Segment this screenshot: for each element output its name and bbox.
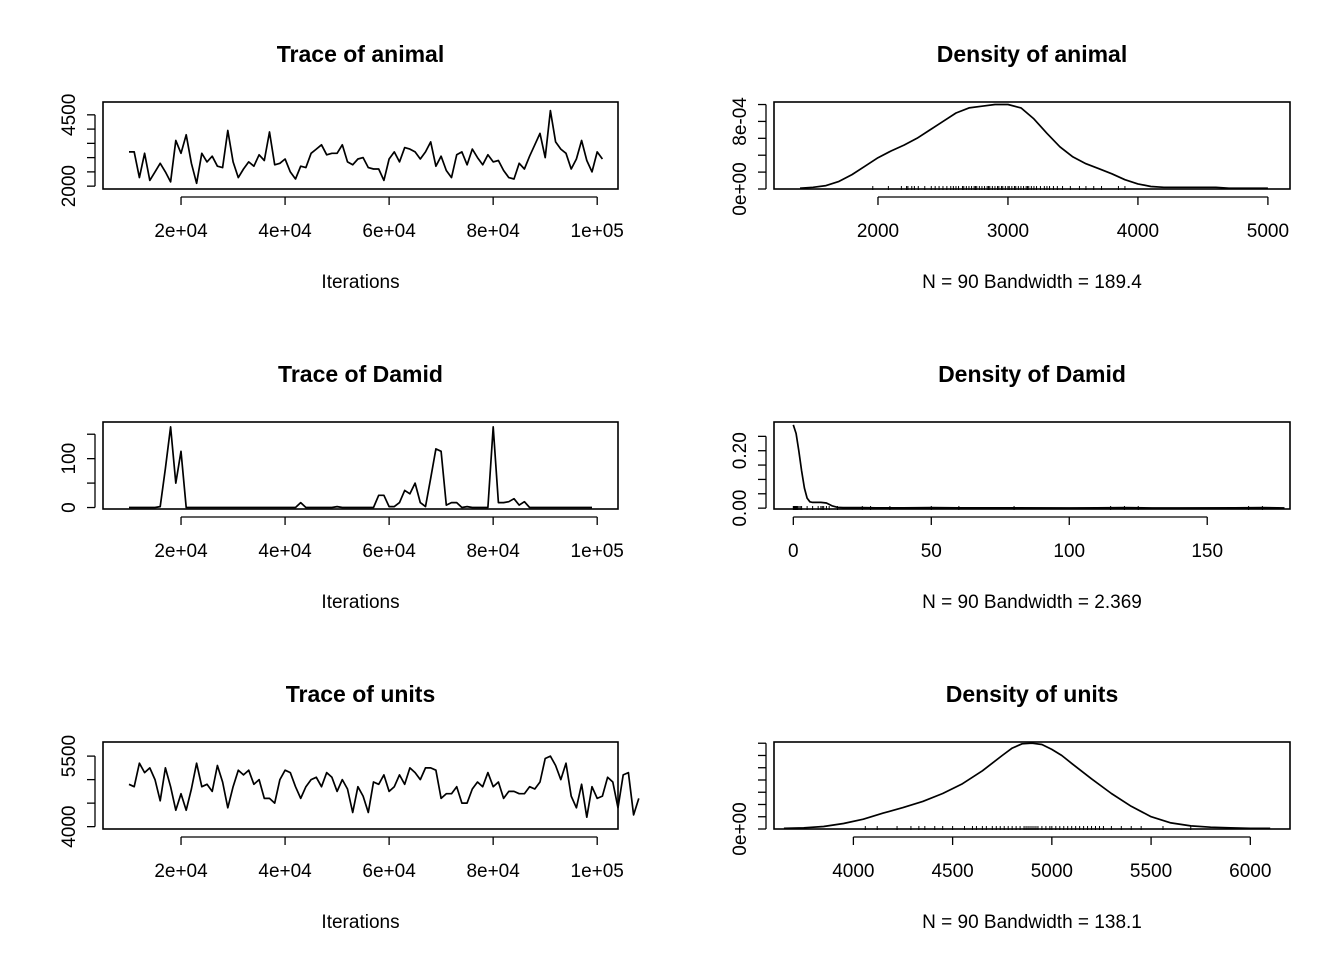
y-axis: 2000 4500 <box>59 94 96 207</box>
rug-marks <box>792 506 1263 510</box>
x-axis: 2e+04 4e+04 6e+04 8e+04 1e+05 <box>154 836 624 882</box>
x-tick-label: 8e+04 <box>466 861 520 882</box>
plot-frame <box>773 421 1291 510</box>
series-line <box>129 426 592 509</box>
y-tick-label: 5500 <box>59 735 80 777</box>
series-line <box>128 755 640 819</box>
y-axis: 0 100 <box>59 433 96 513</box>
x-tick-label: 5000 <box>1247 221 1289 242</box>
rug-marks <box>872 186 1126 190</box>
x-tick-label: 6e+04 <box>362 861 416 882</box>
series-line <box>792 424 1285 509</box>
y-axis: 0.00 0.20 <box>730 432 767 527</box>
x-axis: 4000 4500 5000 5500 6000 <box>832 836 1271 882</box>
x-tick-label: 0 <box>788 541 799 562</box>
y-tick-label: 0e+00 <box>730 162 751 215</box>
panel-title: Density of animal <box>937 41 1127 67</box>
x-tick-label: 5500 <box>1130 861 1172 882</box>
panel-4: Density of Damid 0 50 100 150 0.00 0.20 N = 90 … <box>730 361 1291 613</box>
x-axis: 2e+04 4e+04 6e+04 8e+04 1e+05 <box>154 516 624 562</box>
panel-2: Density of animal 2000 3000 4000 5000 0e+00 8e… <box>730 41 1291 293</box>
x-tick-label: 4e+04 <box>258 221 312 242</box>
y-axis: 0e+00 <box>730 742 767 856</box>
x-axis-label: N = 90 Bandwidth = 189.4 <box>922 272 1142 293</box>
x-axis-label: N = 90 Bandwidth = 2.369 <box>922 592 1142 613</box>
x-axis-label: Iterations <box>321 912 399 933</box>
panel-1: Trace of animal 2e+04 4e+04 6e+04 8e+04 1e+05… <box>59 41 624 293</box>
y-axis: 0e+00 8e-04 <box>730 97 767 216</box>
panel-title: Density of Damid <box>938 361 1126 387</box>
x-tick-label: 2000 <box>857 221 899 242</box>
x-tick-label: 2e+04 <box>154 861 208 882</box>
panel-6: Density of units 4000 4500 5000 5500 6000 0e+0… <box>730 681 1291 933</box>
x-tick-label: 6e+04 <box>362 221 416 242</box>
series-line <box>129 109 604 185</box>
x-tick-label: 1e+05 <box>571 221 624 242</box>
x-axis: 2000 3000 4000 5000 <box>857 196 1289 242</box>
y-axis: 4000 5500 <box>59 735 96 848</box>
panel-title: Trace of units <box>286 681 436 707</box>
y-tick-label: 8e-04 <box>730 97 751 146</box>
x-tick-label: 50 <box>921 541 942 562</box>
panel-title: Density of units <box>946 681 1119 707</box>
y-tick-label: 4500 <box>59 94 80 136</box>
plot-frame <box>102 421 619 510</box>
x-axis-label: Iterations <box>321 272 399 293</box>
x-tick-label: 8e+04 <box>466 221 520 242</box>
x-tick-label: 2e+04 <box>154 221 208 242</box>
panel-title: Trace of animal <box>277 41 444 67</box>
series-line <box>783 742 1271 830</box>
x-tick-label: 1e+05 <box>571 861 624 882</box>
plot-frame <box>102 101 619 190</box>
x-tick-label: 4500 <box>931 861 973 882</box>
x-tick-label: 8e+04 <box>466 541 520 562</box>
y-tick-label: 0.00 <box>730 490 751 527</box>
x-axis: 2e+04 4e+04 6e+04 8e+04 1e+05 <box>154 196 624 242</box>
panel-3: Trace of Damid 2e+04 4e+04 6e+04 8e+04 1e+05 0… <box>59 361 624 613</box>
x-axis-label: N = 90 Bandwidth = 138.1 <box>922 912 1142 933</box>
x-tick-label: 6e+04 <box>362 541 416 562</box>
x-tick-label: 3000 <box>987 221 1029 242</box>
x-tick-label: 4000 <box>1117 221 1159 242</box>
x-axis-label: Iterations <box>321 592 399 613</box>
y-tick-label: 0.20 <box>730 432 751 469</box>
x-tick-label: 100 <box>1053 541 1085 562</box>
x-tick-label: 150 <box>1191 541 1223 562</box>
x-axis: 0 50 100 150 <box>788 516 1223 562</box>
y-tick-label: 0 <box>59 502 80 513</box>
x-tick-label: 6000 <box>1229 861 1271 882</box>
y-tick-label: 100 <box>59 443 80 475</box>
plot-frame <box>102 741 619 830</box>
y-tick-label: 0e+00 <box>730 802 751 855</box>
x-tick-label: 5000 <box>1031 861 1073 882</box>
y-tick-label: 4000 <box>59 806 80 848</box>
x-tick-label: 4000 <box>832 861 874 882</box>
x-tick-label: 1e+05 <box>571 541 624 562</box>
x-tick-label: 4e+04 <box>258 541 312 562</box>
plot-frame <box>773 741 1291 830</box>
plot-frame <box>773 101 1291 190</box>
rug-marks <box>864 826 1192 830</box>
x-tick-label: 4e+04 <box>258 861 312 882</box>
series-line <box>799 103 1268 190</box>
x-tick-label: 2e+04 <box>154 541 208 562</box>
panel-5: Trace of units 2e+04 4e+04 6e+04 8e+04 1e+05 4… <box>59 681 640 933</box>
panel-title: Trace of Damid <box>278 361 443 387</box>
y-tick-label: 2000 <box>59 165 80 207</box>
